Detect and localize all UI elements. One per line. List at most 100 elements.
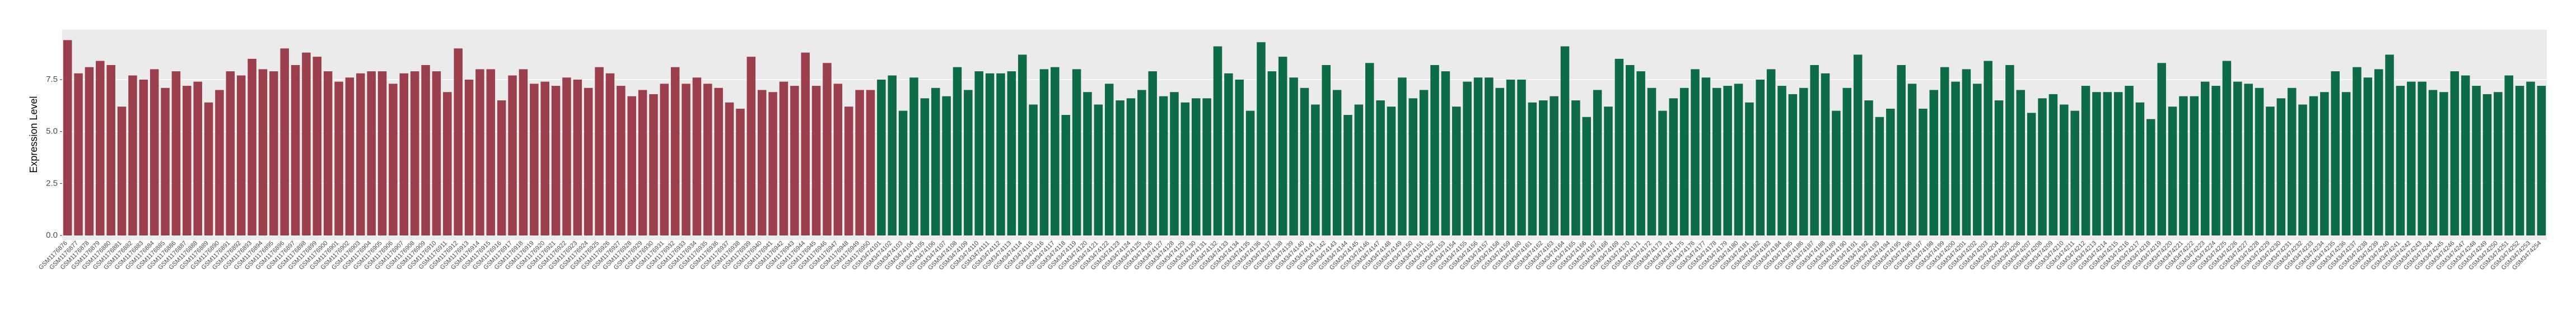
bar (1951, 81, 1960, 236)
bar (1191, 98, 1201, 235)
bar (1039, 69, 1049, 236)
bar (1257, 42, 1266, 235)
bar (2428, 90, 2438, 235)
bar (670, 67, 680, 236)
bar (443, 92, 452, 235)
bar (638, 90, 647, 235)
bar (2103, 92, 2112, 235)
bar (1962, 69, 1971, 236)
y-tick-label: 0.0 (46, 230, 58, 240)
bar (1614, 58, 1624, 235)
bar (2363, 77, 2373, 235)
bar (562, 77, 571, 235)
bar (1083, 92, 1092, 235)
bar (2048, 94, 2058, 235)
bar (2190, 96, 2199, 235)
bar (117, 107, 127, 235)
bar (2374, 69, 2383, 236)
bar (1734, 84, 1743, 235)
bar (1799, 87, 1808, 235)
bar (1452, 107, 1461, 235)
bar (1213, 46, 1222, 236)
bar (1919, 108, 1928, 235)
bar (519, 69, 528, 236)
bar (1593, 90, 1602, 235)
bar (909, 77, 918, 235)
bar (779, 81, 788, 236)
bar (823, 63, 832, 235)
bar (432, 71, 441, 235)
y-tick-label: 2.5 (46, 178, 58, 188)
bar (1636, 71, 1645, 235)
bar (1907, 84, 1917, 235)
bar (2298, 104, 2307, 235)
bar (1180, 102, 1190, 235)
bar (1300, 87, 1309, 235)
bar (1788, 94, 1798, 235)
bar (660, 84, 669, 235)
bar (757, 90, 767, 235)
bar (410, 71, 419, 235)
bar (1311, 104, 1320, 235)
bar (96, 61, 105, 235)
bar (736, 108, 745, 235)
bar (1018, 54, 1027, 235)
bar (1029, 104, 1038, 235)
bar (454, 48, 463, 235)
bar (1495, 87, 1505, 235)
bar (1560, 46, 1570, 236)
bar (1810, 65, 1819, 235)
bar (1701, 77, 1711, 235)
bar (421, 65, 430, 235)
bar (595, 67, 604, 236)
bar (215, 90, 224, 235)
bar (888, 75, 897, 236)
bar (128, 75, 137, 236)
bar (1929, 90, 1939, 235)
bar (1104, 84, 1114, 235)
bar (302, 52, 311, 236)
bar (985, 73, 995, 235)
bar (280, 48, 289, 235)
bar (74, 73, 83, 235)
bar (1441, 71, 1450, 235)
bar (1875, 117, 1884, 235)
bar (692, 77, 702, 235)
bar (508, 75, 517, 236)
bar (898, 110, 908, 235)
bar (1669, 98, 1678, 235)
bar (1343, 114, 1352, 235)
bar (996, 73, 1005, 235)
bar (1691, 69, 1700, 236)
bar (1984, 61, 1992, 235)
bar (1061, 114, 1070, 235)
bar (2113, 92, 2123, 235)
bar (2168, 107, 2177, 235)
y-tick-label: 5.0 (46, 127, 58, 136)
bar (2320, 92, 2329, 235)
bar (1278, 57, 1287, 235)
bar (2125, 86, 2134, 235)
bar (2255, 87, 2264, 235)
bar (2515, 86, 2524, 235)
bar (106, 65, 115, 235)
bar (1365, 63, 1374, 235)
bar (2526, 81, 2535, 236)
bar (1159, 96, 1168, 235)
bar (2537, 86, 2546, 235)
bar (1148, 71, 1157, 235)
bar (356, 73, 365, 235)
bar (2038, 98, 2047, 235)
bar (617, 86, 626, 235)
bar (703, 84, 712, 235)
bar (942, 96, 951, 235)
bar (2287, 87, 2297, 235)
bar (377, 71, 387, 235)
bar (931, 87, 940, 235)
bar (226, 71, 235, 235)
bar (1626, 65, 1635, 235)
bar (953, 67, 962, 236)
bar (2179, 96, 2188, 235)
y-axis-title: Expression Level (28, 96, 39, 173)
